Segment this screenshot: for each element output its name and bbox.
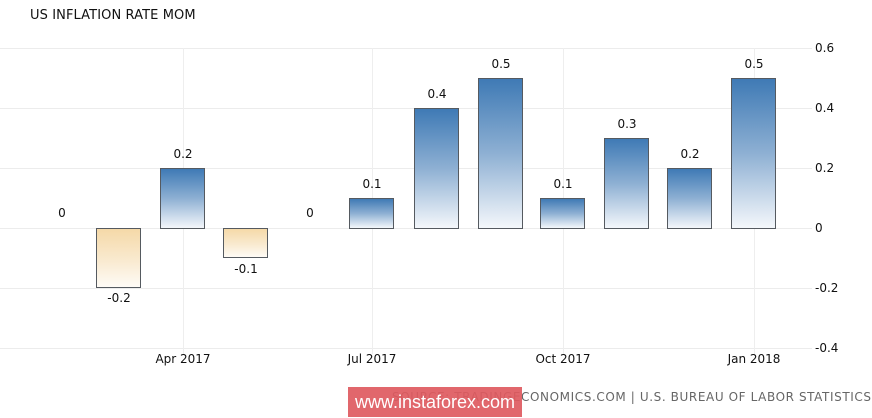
- bar-sep-2017: [478, 78, 523, 229]
- chart-title: US INFLATION RATE MOM: [30, 8, 196, 23]
- x-tick-label: Oct 2017: [535, 352, 591, 366]
- bar-value-label: 0.2: [680, 147, 700, 161]
- bar-mar-2017: [96, 228, 141, 288]
- bar-oct-2017: [540, 198, 585, 229]
- bar-jul-2017: [349, 198, 394, 229]
- bar-value-label: -0.2: [107, 291, 131, 305]
- y-tick-label: 0.4: [815, 101, 835, 115]
- y-tick-label: 0.6: [815, 41, 835, 55]
- bar-may-2017: [223, 228, 268, 258]
- bar-value-label: 0: [306, 206, 314, 220]
- gridline-y-neg0.2: [0, 288, 812, 289]
- gridline-y-0.4: [0, 108, 812, 109]
- x-tick-label: Apr 2017: [155, 352, 211, 366]
- bar-value-label: 0.5: [744, 57, 764, 71]
- bar-value-label: -0.1: [234, 262, 258, 276]
- instaforex-watermark[interactable]: www.instaforex.com: [348, 387, 522, 417]
- gridline-y-0: [0, 228, 812, 229]
- bar-value-label: 0.5: [491, 57, 511, 71]
- bar-value-label: 0.3: [617, 117, 637, 131]
- y-tick-label: -0.4: [815, 341, 839, 355]
- bar-aug-2017: [414, 108, 459, 229]
- bar-value-label: 0: [58, 206, 66, 220]
- y-tick-label: 0.2: [815, 161, 835, 175]
- bar-dec-2017: [667, 168, 712, 229]
- bar-jan-2018: [731, 78, 776, 229]
- bar-value-label: 0.2: [173, 147, 193, 161]
- gridline-y-0.6: [0, 48, 812, 49]
- bar-apr-2017: [160, 168, 205, 229]
- y-tick-label: -0.2: [815, 281, 839, 295]
- bar-nov-2017: [604, 138, 649, 229]
- y-tick-label: 0: [815, 221, 823, 235]
- gridline-y-0.2: [0, 168, 812, 169]
- gridline-y-neg0.4: [0, 348, 812, 349]
- x-tick-label: Jan 2018: [727, 352, 781, 366]
- x-tick-label: Jul 2017: [347, 352, 397, 366]
- bar-value-label: 0.1: [362, 177, 382, 191]
- bar-value-label: 0.1: [553, 177, 573, 191]
- bar-value-label: 0.4: [427, 87, 447, 101]
